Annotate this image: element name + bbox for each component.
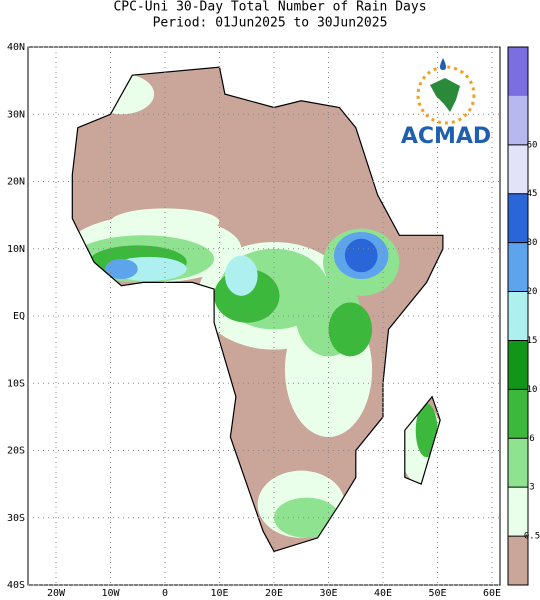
colorbar-label: 20 bbox=[527, 287, 538, 297]
colorbar-label: 10 bbox=[527, 385, 538, 395]
colorbar-bin bbox=[508, 536, 528, 585]
lon-label: 10W bbox=[101, 588, 120, 599]
colorbar-label: 45 bbox=[527, 189, 538, 199]
lat-label: 40N bbox=[7, 42, 25, 53]
logo: ACMAD bbox=[401, 58, 491, 149]
lon-label: 40E bbox=[374, 588, 392, 599]
rain-area bbox=[110, 208, 220, 236]
lat-label: 10S bbox=[7, 378, 25, 389]
colorbar-bin bbox=[508, 193, 528, 243]
title: CPC-Uni 30-Day Total Number of Rain Days bbox=[113, 0, 426, 15]
rain-area bbox=[224, 255, 258, 296]
lon-label: 20W bbox=[47, 588, 66, 599]
logo-text: ACMAD bbox=[401, 124, 491, 149]
rain-area bbox=[105, 258, 138, 280]
period: Period: 01Jun2025 to 30Jun2025 bbox=[153, 16, 388, 31]
colorbar-bin bbox=[508, 389, 528, 439]
colorbar-bin bbox=[508, 340, 528, 390]
colorbar-bin bbox=[508, 242, 528, 292]
land-outline bbox=[71, 66, 444, 553]
colorbar-bin bbox=[508, 291, 528, 341]
lon-label: 50E bbox=[428, 588, 446, 599]
lat-label: 30N bbox=[7, 109, 25, 120]
lat-label: EQ bbox=[13, 311, 25, 322]
lon-label: 0 bbox=[162, 588, 168, 599]
lat-label: 20N bbox=[7, 177, 25, 188]
colorbar-label: 60 bbox=[527, 140, 538, 150]
lat-label: 20S bbox=[7, 446, 25, 457]
colorbar-bin bbox=[508, 144, 528, 194]
lon-label: 60E bbox=[483, 588, 501, 599]
rain-area bbox=[415, 403, 438, 458]
rain-area bbox=[344, 238, 378, 273]
lat-label: 10N bbox=[7, 244, 25, 255]
colorbar-label: 3 bbox=[529, 483, 534, 493]
colorbar-frame bbox=[507, 46, 529, 586]
colorbar-bin bbox=[508, 438, 528, 488]
lat-label: 40S bbox=[7, 580, 25, 591]
colorbar: 0.5 3 6 10 15 20 30 45 60 bbox=[507, 46, 540, 586]
rain-area bbox=[328, 302, 373, 357]
rain-area bbox=[274, 497, 340, 538]
colorbar-label: 0.5 bbox=[524, 532, 540, 542]
colorbar-label: 6 bbox=[529, 434, 534, 444]
lon-label: 20E bbox=[265, 588, 283, 599]
colorbar-label: 30 bbox=[527, 238, 538, 248]
colorbar-label: 15 bbox=[527, 336, 538, 346]
lon-label: 30E bbox=[319, 588, 337, 599]
colorbar-bin bbox=[508, 47, 528, 96]
map: 40N 30N 20N 10N EQ 10S 20S 30S 40S 20W 10W 0 10E 20E 3… bbox=[7, 42, 501, 599]
colorbar-bin bbox=[508, 487, 528, 537]
colorbar-bin bbox=[508, 95, 528, 145]
lat-label: 30S bbox=[7, 513, 25, 524]
lon-label: 10E bbox=[210, 588, 228, 599]
